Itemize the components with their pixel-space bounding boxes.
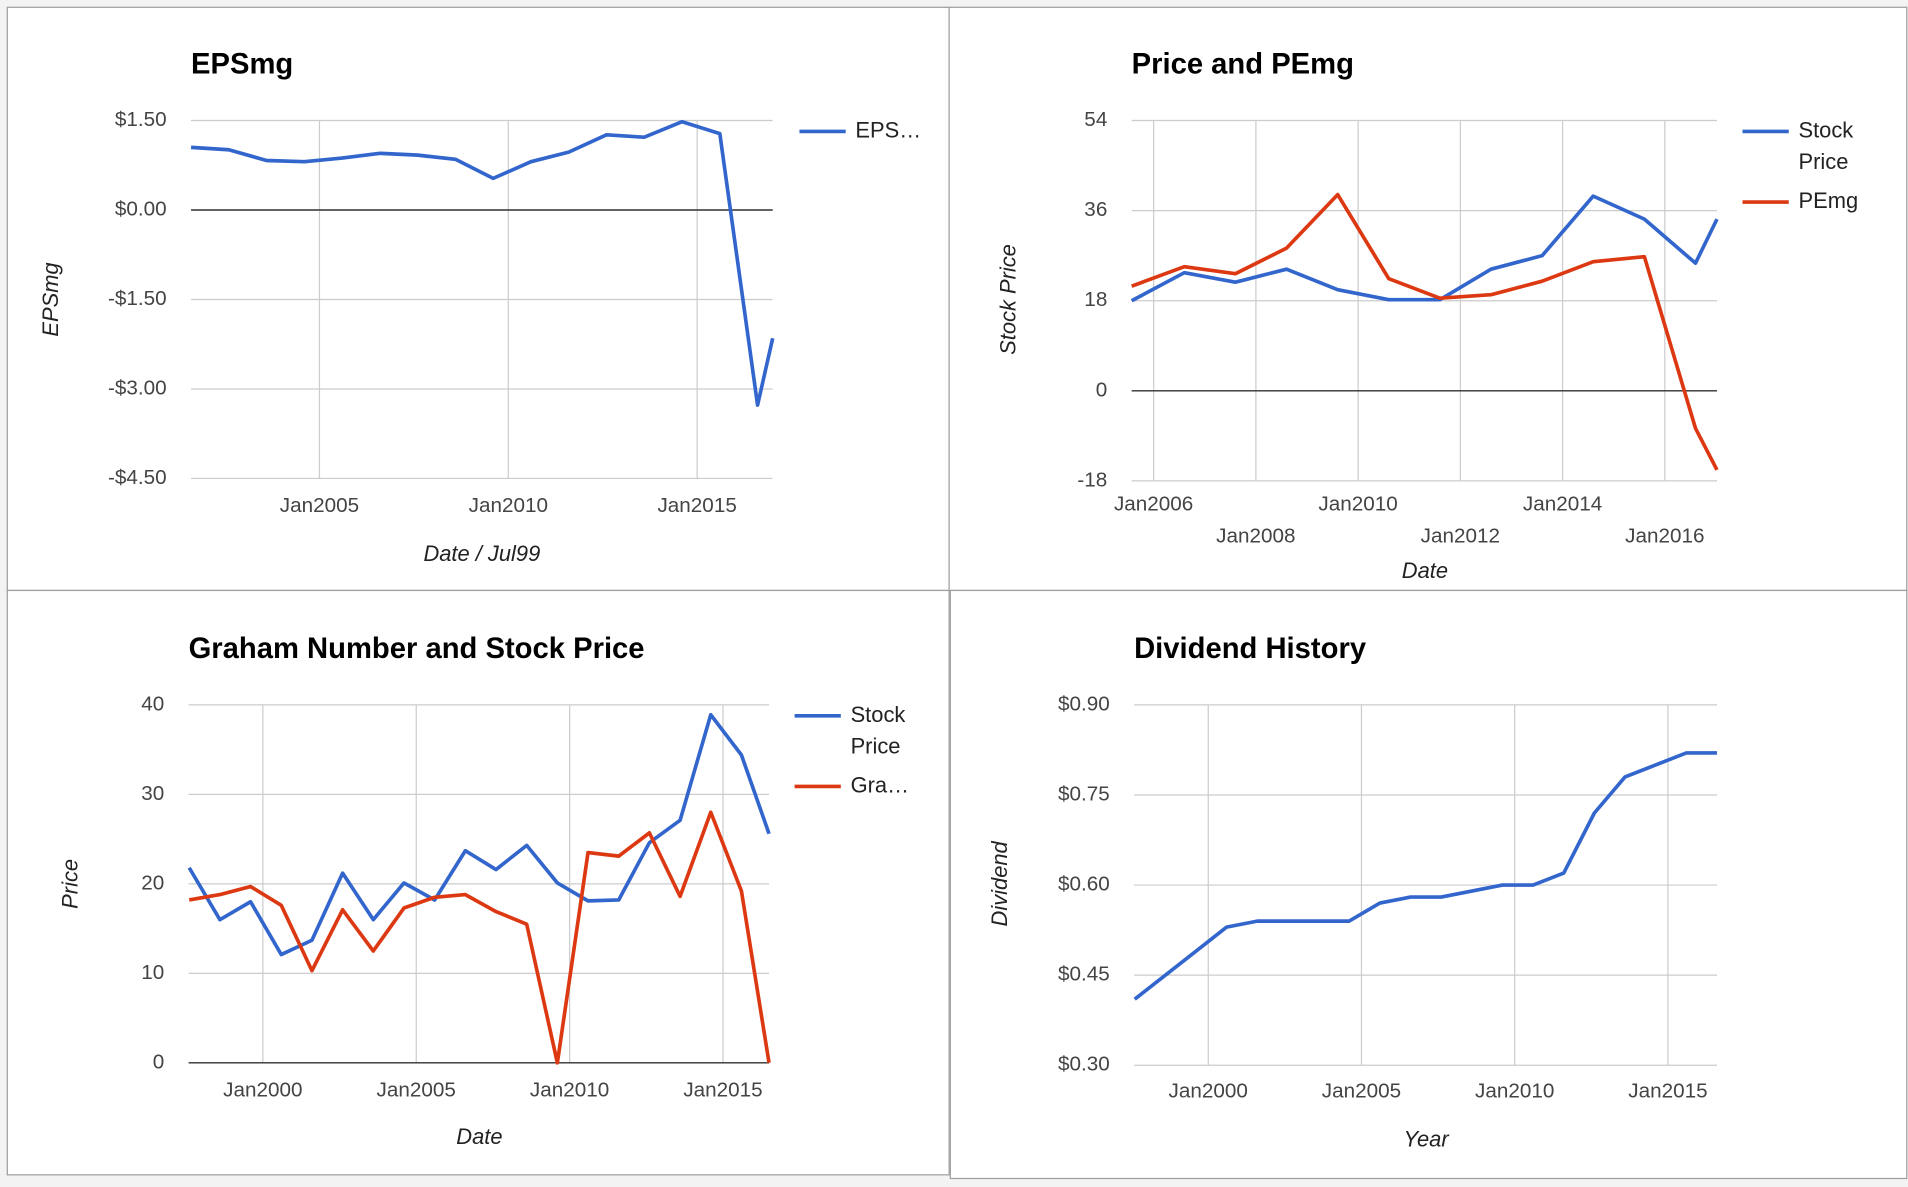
legend-label: EPS… xyxy=(855,118,922,143)
x-tick-label: Jan2006 xyxy=(1114,493,1193,516)
y-tick-label: -$1.50 xyxy=(108,287,167,310)
y-tick-label: $0.60 xyxy=(1058,873,1110,896)
x-tick-label: Jan2010 xyxy=(1475,1080,1554,1103)
series-line xyxy=(187,712,771,957)
legend-item: PEmg xyxy=(1798,188,1859,214)
x-tick-label: Jan2005 xyxy=(377,1078,456,1101)
x-axis-title: Year xyxy=(1404,1127,1451,1152)
y-tick-label: -18 xyxy=(1077,468,1107,491)
x-tick-label: Jan2010 xyxy=(530,1078,609,1101)
y-tick-label: 0 xyxy=(1096,378,1108,401)
x-tick-label: Jan2005 xyxy=(280,494,359,517)
y-tick-label: 54 xyxy=(1084,108,1107,131)
y-tick-label: $1.50 xyxy=(115,108,167,131)
x-tick-label: Jan2015 xyxy=(1628,1080,1707,1103)
y-axis-title: Stock Price xyxy=(996,244,1021,355)
series-line xyxy=(190,119,775,407)
chart-title: Dividend History xyxy=(1134,633,1367,665)
x-tick-label: Jan2008 xyxy=(1216,524,1295,547)
legend-item: Stock Price xyxy=(1798,118,1854,175)
series-line xyxy=(1131,192,1719,471)
y-tick-label: 36 xyxy=(1084,198,1107,221)
y-tick-label: 20 xyxy=(141,871,164,894)
y-tick-label: 10 xyxy=(141,961,164,984)
y-tick-label: $0.90 xyxy=(1058,692,1110,715)
legend-label: PEmg xyxy=(1798,188,1859,214)
y-tick-label: -$4.50 xyxy=(108,466,167,489)
series-line xyxy=(188,810,771,1065)
y-axis-title: Dividend xyxy=(987,840,1012,926)
y-tick-label: $0.75 xyxy=(1058,782,1110,805)
x-tick-label: Jan2010 xyxy=(1318,493,1397,516)
x-tick-label: Jan2000 xyxy=(223,1078,302,1101)
x-tick-label: Jan2014 xyxy=(1523,493,1602,516)
chart-title: EPSmg xyxy=(191,48,293,80)
y-axis-title: Price xyxy=(58,859,83,909)
y-tick-label: -$3.00 xyxy=(108,376,167,399)
y-tick-label: $0.00 xyxy=(115,197,167,220)
chart-title: Graham Number and Stock Price xyxy=(189,633,645,665)
y-tick-label: $0.45 xyxy=(1058,963,1110,986)
legend-label: Stock Price xyxy=(850,702,906,759)
x-tick-label: Jan2010 xyxy=(469,494,548,517)
chart-title: Price and PEmg xyxy=(1132,48,1354,80)
legend-label: Gra… xyxy=(850,773,909,798)
x-tick-label: Jan2005 xyxy=(1322,1080,1401,1103)
y-tick-label: $0.30 xyxy=(1058,1053,1110,1076)
x-tick-label: Jan2012 xyxy=(1421,524,1500,547)
legend-label: Stock Price xyxy=(1798,118,1854,175)
y-tick-label: 40 xyxy=(141,692,164,715)
legend-item: EPS… xyxy=(855,118,922,143)
x-tick-label: Jan2016 xyxy=(1625,524,1704,547)
x-axis-title: Date xyxy=(456,1124,502,1149)
y-axis-title: EPSmg xyxy=(38,262,63,336)
x-tick-label: Jan2015 xyxy=(657,494,736,517)
legend-item: Gra… xyxy=(850,773,909,798)
x-axis-title: Date / Jul99 xyxy=(423,541,540,566)
series-line xyxy=(1133,751,1717,1001)
x-tick-label: Jan2000 xyxy=(1169,1080,1248,1103)
x-axis-title: Date xyxy=(1402,558,1448,583)
legend-item: Stock Price xyxy=(850,702,906,759)
y-tick-label: 30 xyxy=(141,782,164,805)
x-tick-label: Jan2015 xyxy=(683,1078,762,1101)
y-tick-label: 18 xyxy=(1084,288,1107,311)
panel xyxy=(6,589,950,1176)
y-tick-label: 0 xyxy=(153,1050,165,1073)
